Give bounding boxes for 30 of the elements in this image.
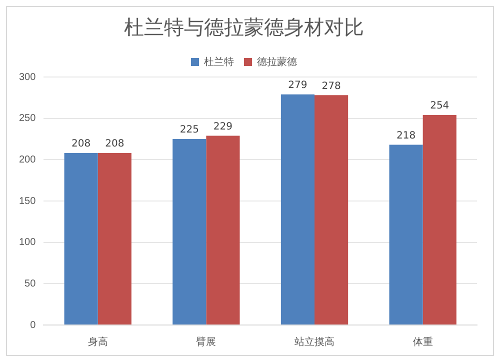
data-label: 225 bbox=[180, 124, 199, 136]
data-label: 218 bbox=[396, 130, 416, 142]
data-label: 208 bbox=[105, 138, 124, 150]
bar bbox=[422, 115, 456, 324]
data-label: 279 bbox=[288, 80, 308, 91]
y-tick-label: 0 bbox=[30, 320, 36, 331]
x-tick-label: 臂展 bbox=[196, 336, 216, 348]
legend-label: 杜兰特 bbox=[204, 56, 234, 68]
y-tick-label: 300 bbox=[18, 72, 36, 83]
x-tick-label: 体重 bbox=[412, 336, 433, 348]
bar bbox=[389, 144, 423, 324]
y-tick-label: 250 bbox=[18, 113, 36, 124]
y-tick-label: 200 bbox=[18, 154, 36, 166]
data-label: 254 bbox=[430, 100, 450, 112]
bar bbox=[280, 94, 315, 324]
bar bbox=[98, 153, 132, 324]
bar bbox=[314, 95, 348, 324]
bar bbox=[64, 153, 98, 324]
y-tick-label: 50 bbox=[24, 278, 36, 290]
bar bbox=[172, 139, 206, 324]
data-label: 278 bbox=[322, 80, 341, 92]
x-tick-label: 站立摸高 bbox=[294, 336, 335, 348]
x-tick-label: 身高 bbox=[88, 336, 108, 348]
chart-title: 杜兰特与德拉蒙德身材对比 bbox=[124, 15, 364, 40]
bar bbox=[206, 136, 240, 324]
y-tick-label: 100 bbox=[18, 237, 36, 248]
legend-label: 德拉蒙德 bbox=[257, 56, 297, 68]
data-label: 229 bbox=[213, 121, 233, 132]
data-label: 208 bbox=[72, 138, 91, 150]
y-tick-label: 150 bbox=[18, 196, 36, 207]
